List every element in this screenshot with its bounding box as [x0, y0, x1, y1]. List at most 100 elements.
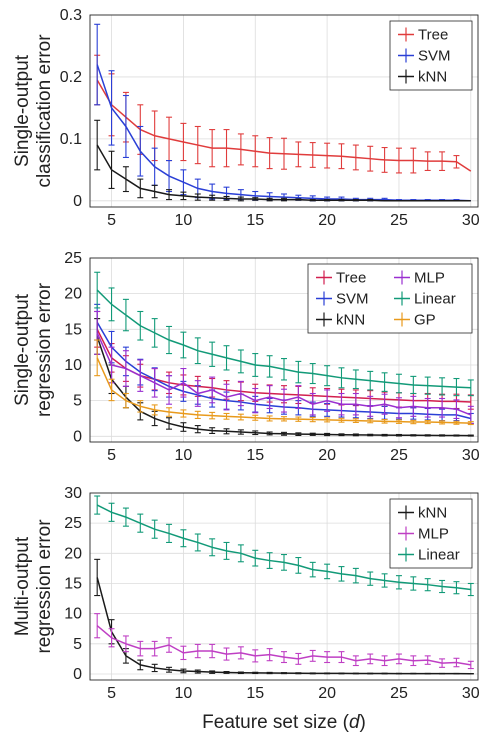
series-line-knn [96, 577, 471, 675]
legend-label: Tree [418, 27, 448, 44]
y-axis-label-line: regression error [34, 519, 55, 654]
x-axis-label-close: ) [360, 712, 366, 733]
x-tick-label: 10 [175, 685, 193, 702]
series-linear [94, 271, 474, 397]
y-tick-label: 10 [64, 357, 82, 374]
legend-item-tree: Tree [316, 270, 366, 287]
y-axis-label-line: classification error [34, 34, 55, 188]
y-axis-label: Multi-outputregression error [12, 519, 55, 654]
y-tick-label: 5 [73, 636, 82, 653]
legend-label: Tree [336, 270, 366, 287]
series-line-mlp [96, 625, 471, 666]
series-line-tree [96, 79, 472, 172]
legend: Tree SVM kNN [389, 20, 473, 91]
y-tick-label: 0 [73, 193, 82, 210]
y-tick-label: 30 [64, 485, 82, 502]
legend-item-knn: kNN [316, 312, 365, 329]
legend-label: SVM [336, 291, 369, 308]
x-tick-label: 10 [175, 447, 193, 464]
x-tick-label: 30 [462, 212, 480, 229]
legend-item-tree: Tree [398, 27, 448, 44]
legend-item-svm: SVM [316, 291, 369, 308]
series-line-gp [96, 357, 471, 424]
x-tick-label: 5 [107, 685, 116, 702]
series-knn [94, 558, 474, 675]
x-tick-label: 15 [246, 212, 264, 229]
y-tick-label: 0 [73, 666, 82, 683]
x-axis-label-var: d [349, 712, 361, 733]
legend-label: kNN [418, 69, 447, 86]
legend-item-linear: Linear [398, 547, 460, 564]
y-axis-label-line: Multi-output [12, 536, 33, 636]
axes-frame [89, 492, 479, 681]
series-knn [94, 119, 471, 202]
series-mlp [94, 310, 474, 425]
series-line-linear [96, 504, 471, 591]
x-tick-label: 5 [107, 447, 116, 464]
chart-panel-1: 5 10 15 20 25 30 0 0.1 0.2 0.3 Single-outputclassi… [12, 7, 480, 229]
legend-item-mlp: MLP [398, 526, 449, 543]
legend-label: kNN [336, 312, 365, 329]
y-tick-label: 0.3 [60, 7, 82, 24]
y-tick-label: 25 [64, 250, 82, 267]
y-tick-label: 0.1 [60, 131, 82, 148]
series-linear [94, 495, 474, 597]
x-tick-label: 25 [390, 212, 408, 229]
legend-item-knn: kNN [398, 505, 447, 522]
y-axis-label-line: regression error [34, 282, 55, 417]
legend-item-gp: GP [394, 312, 436, 329]
y-tick-label: 20 [64, 545, 82, 562]
y-axis-label: Single-outputclassification error [12, 34, 55, 188]
y-axis-label: Single-outputregression error [12, 282, 55, 417]
x-tick-label: 20 [318, 212, 336, 229]
y-axis-label-line: Single-output [12, 293, 33, 406]
x-tick-label: 15 [246, 447, 264, 464]
y-axis-label-line: Single-output [12, 54, 33, 167]
series-line-linear [96, 289, 471, 389]
y-tick-label: 10 [64, 606, 82, 623]
x-tick-label: 5 [107, 212, 116, 229]
legend-frame [307, 263, 473, 334]
axes-frame [89, 14, 479, 208]
legend-label: SVM [418, 48, 451, 65]
legend-label: kNN [418, 505, 447, 522]
x-tick-label: 25 [390, 685, 408, 702]
legend-item-mlp: MLP [394, 270, 445, 287]
y-tick-label: 20 [64, 286, 82, 303]
y-tick-label: 0 [73, 428, 82, 445]
x-tick-label: 20 [318, 685, 336, 702]
chart-panel-3: 5 10 15 20 25 30 0 5 10 15 20 25 30 Multi-outputregre… [12, 485, 480, 733]
axes-frame [89, 257, 479, 443]
x-tick-label: 15 [246, 685, 264, 702]
chart-panel-2: 5 10 15 20 25 30 0 5 10 15 20 25 Single-outputregres… [12, 250, 480, 464]
series-mlp [94, 613, 474, 670]
x-tick-label: 30 [462, 447, 480, 464]
legend-item-knn: kNN [398, 69, 447, 86]
y-tick-label: 15 [64, 321, 82, 338]
legend-label: MLP [418, 526, 449, 543]
legend-label: Linear [418, 547, 460, 564]
legend: kNN MLP Linear [389, 498, 473, 569]
legend-label: GP [414, 312, 436, 329]
legend-label: Linear [414, 291, 456, 308]
series-knn [94, 318, 474, 437]
series-line-knn [96, 336, 471, 437]
x-tick-label: 30 [462, 685, 480, 702]
series-line-knn [96, 144, 471, 202]
y-tick-label: 25 [64, 515, 82, 532]
legend-item-linear: Linear [394, 291, 456, 308]
y-tick-label: 15 [64, 575, 82, 592]
y-tick-label: 5 [73, 393, 82, 410]
legend: Tree SVM kNN MLP Linear GP [307, 263, 473, 334]
x-axis-label-text: Feature set size ( [202, 712, 349, 733]
x-tick-label: 25 [390, 447, 408, 464]
x-tick-label: 20 [318, 447, 336, 464]
y-tick-label: 0.2 [60, 69, 82, 86]
x-tick-label: 10 [175, 212, 193, 229]
legend-item-svm: SVM [398, 48, 451, 65]
series-line-mlp [96, 332, 472, 416]
x-axis-label: Feature set size (d) [202, 712, 366, 733]
series-gp [94, 339, 474, 426]
legend-label: MLP [414, 270, 445, 287]
